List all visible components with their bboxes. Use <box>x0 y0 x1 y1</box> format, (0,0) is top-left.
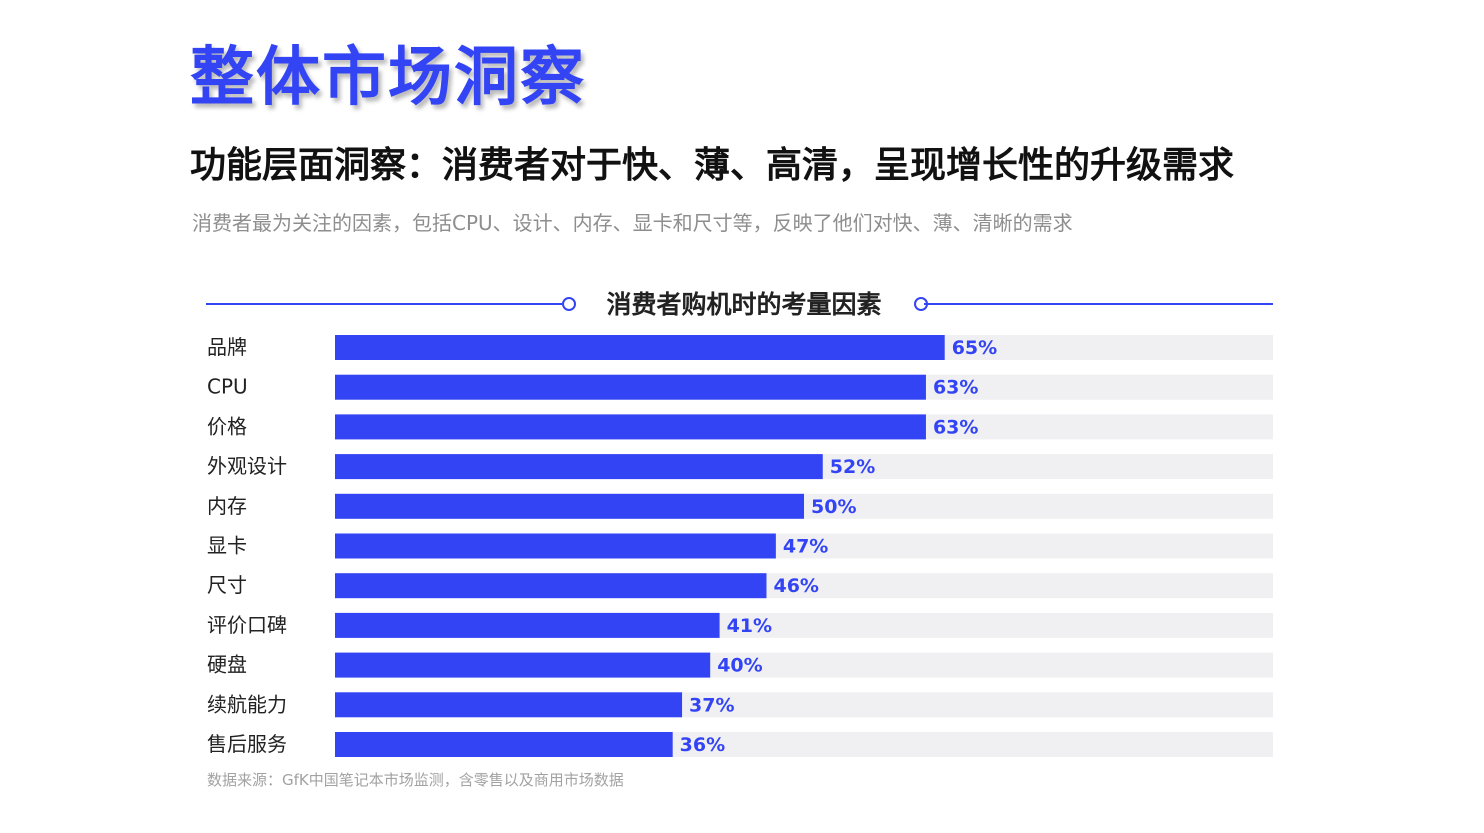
value-label: 40% <box>717 655 762 677</box>
value-label: 47% <box>783 536 828 558</box>
bar <box>335 692 683 718</box>
category-label: 价格 <box>207 414 247 438</box>
page-title: 整体市场洞察 <box>190 41 586 115</box>
chart-header: 消费者购机时的考量因素 <box>206 284 1273 326</box>
value-label: 36% <box>680 734 725 756</box>
bar <box>335 612 720 638</box>
bar <box>335 454 823 480</box>
chart-header-dot-left <box>562 297 576 311</box>
bar <box>335 374 926 400</box>
category-label: 售后服务 <box>207 732 287 756</box>
category-label: 品牌 <box>207 335 247 359</box>
bar <box>335 335 945 360</box>
value-label: 41% <box>727 615 772 637</box>
category-label: CPU <box>207 375 248 399</box>
chart-header-line-right <box>924 303 1273 305</box>
value-label: 50% <box>811 496 856 518</box>
category-label: 内存 <box>207 494 247 518</box>
value-label: 52% <box>830 456 875 478</box>
description-text: 消费者最为关注的因素，包括CPU、设计、内存、显卡和尺寸等，反映了他们对快、薄、… <box>192 211 1073 235</box>
value-label: 46% <box>773 575 818 597</box>
chart-title: 消费者购机时的考量因素 <box>606 290 882 319</box>
category-label: 硬盘 <box>207 653 247 677</box>
category-label: 评价口碑 <box>207 613 287 637</box>
subtitle-rest: 消费者对于快、薄、高清，呈现增长性的升级需求 <box>442 145 1235 186</box>
bar <box>335 732 673 757</box>
bar <box>335 573 767 599</box>
value-label: 63% <box>933 377 978 399</box>
category-label: 续航能力 <box>207 692 287 716</box>
subtitle-bold: 功能层面洞察： <box>190 145 443 186</box>
category-label: 显卡 <box>207 534 247 558</box>
bar <box>335 493 804 519</box>
value-label: 65% <box>952 337 997 359</box>
chart-header-line-left <box>206 303 562 305</box>
bar <box>335 414 926 440</box>
value-label: 63% <box>933 416 978 438</box>
value-label: 37% <box>689 694 734 716</box>
bar <box>335 533 776 559</box>
page-subtitle: 功能层面洞察：消费者对于快、薄、高清，呈现增长性的升级需求 <box>190 142 1234 190</box>
data-source-note: 数据来源：GfK中国笔记本市场监测，含零售以及商用市场数据 <box>207 771 624 789</box>
category-label: 尺寸 <box>207 573 247 597</box>
category-label: 外观设计 <box>207 454 287 478</box>
bar <box>335 652 711 678</box>
